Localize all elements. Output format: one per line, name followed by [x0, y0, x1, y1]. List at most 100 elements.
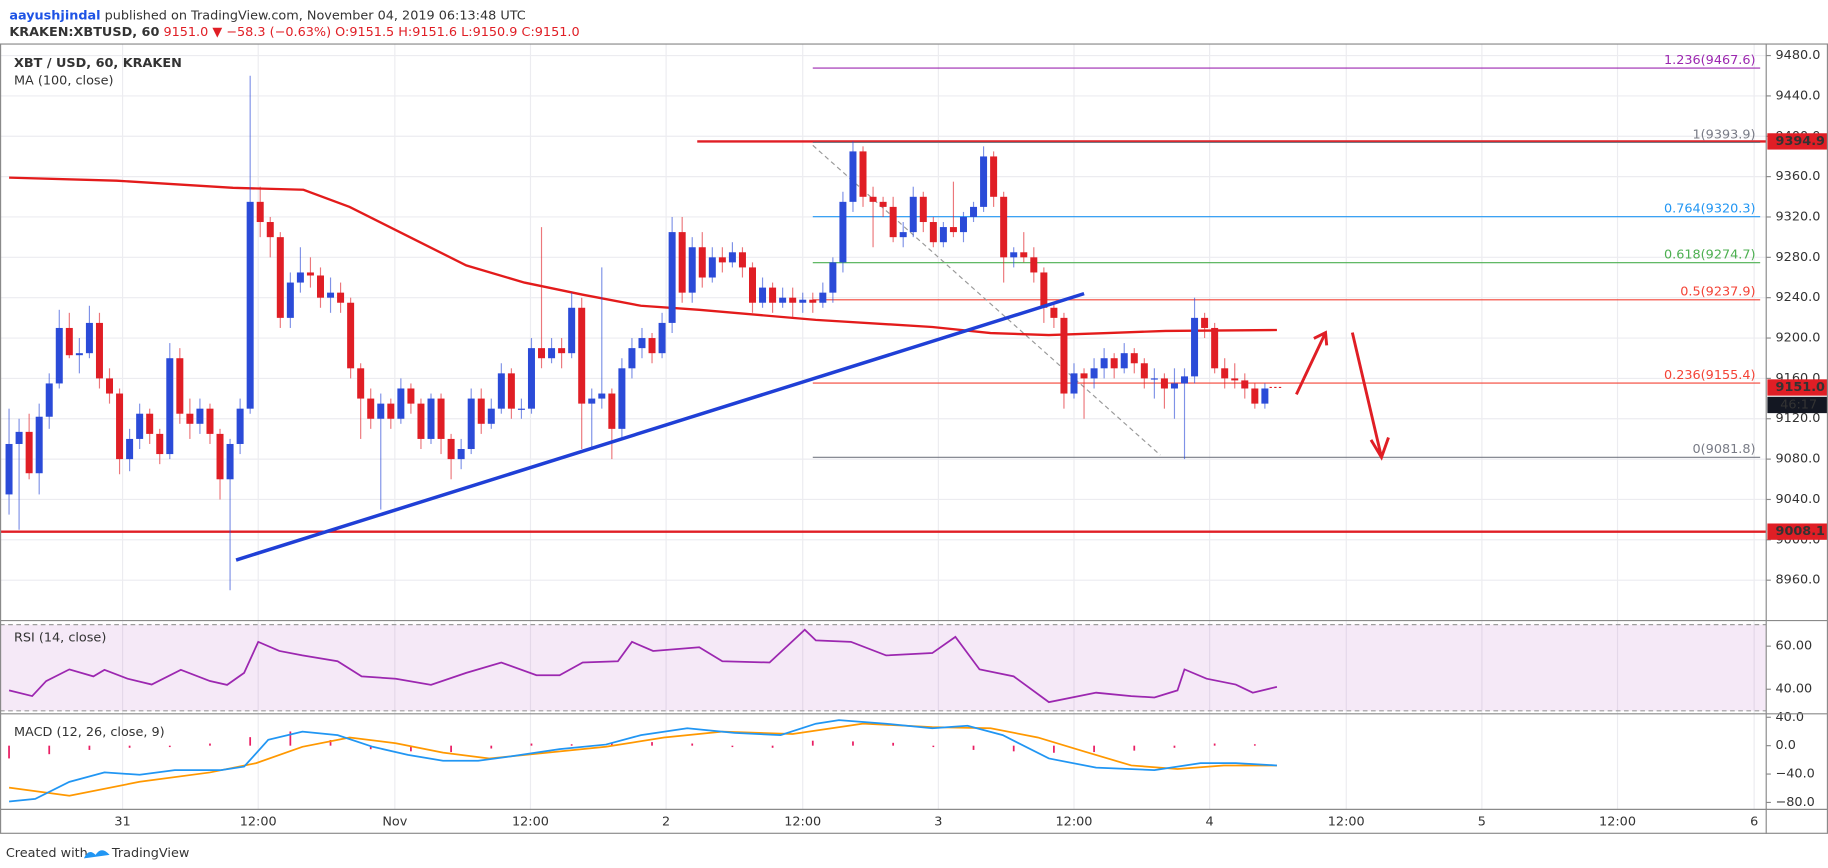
candle-body	[176, 358, 184, 414]
candle-body	[1000, 196, 1008, 258]
x-tick-label: 4	[1206, 815, 1214, 830]
candle-body	[1060, 317, 1068, 394]
candle-body	[819, 292, 827, 303]
candle-body	[829, 262, 837, 293]
candle-body	[578, 307, 586, 404]
candle-body	[166, 358, 174, 455]
candle-body	[889, 206, 897, 238]
candle-body	[65, 327, 73, 356]
fib-label: 1(9393.9)	[1693, 127, 1756, 142]
candle-body	[357, 368, 365, 399]
arrow: ▼	[212, 24, 222, 39]
author[interactable]: aayushjindal	[9, 8, 100, 23]
candle-body	[809, 299, 817, 303]
y-tick-label: 9240.0	[1776, 290, 1821, 305]
candle-body	[1231, 378, 1239, 381]
candle-body	[256, 201, 264, 223]
rsi-line	[8, 628, 1278, 704]
candle-body	[1070, 373, 1078, 394]
candle-body	[1251, 388, 1259, 404]
candle-body	[1181, 376, 1189, 384]
high: H:9151.6	[398, 24, 457, 39]
y-tick-label: 9320.0	[1776, 209, 1821, 224]
candle-body	[136, 413, 144, 439]
ma-line	[9, 176, 1277, 337]
fib-price: (9467.6)	[1701, 52, 1756, 67]
candle-body	[417, 403, 425, 439]
candle-body	[839, 201, 847, 263]
last-price-label: 9151.0	[1776, 380, 1826, 395]
candle-body	[226, 443, 234, 480]
candle-body	[990, 156, 998, 197]
x-tick-label: 12:00	[240, 815, 277, 830]
y-tick-label: 40.00	[1776, 682, 1813, 697]
fib-label: 0.236(9155.4)	[1664, 367, 1756, 382]
candle-body	[507, 373, 515, 409]
candle-body	[45, 383, 53, 417]
candle-body	[186, 413, 194, 424]
candle-body	[929, 222, 937, 243]
frame	[0, 43, 1828, 834]
y-tick-label: 9080.0	[1776, 452, 1821, 467]
low: L:9150.9	[461, 24, 517, 39]
candle-body	[728, 252, 736, 263]
candle-body	[899, 232, 907, 238]
fib-label: 0.618(9274.7)	[1664, 247, 1756, 262]
candle-body	[859, 151, 867, 197]
candle-body	[869, 196, 877, 202]
candle-body	[1140, 363, 1148, 379]
candle-body	[397, 388, 405, 419]
candle-body	[538, 348, 546, 359]
candle-body	[106, 378, 114, 394]
footer-brand[interactable]: TradingView	[111, 846, 189, 861]
fib-label: 0.764(9320.3)	[1664, 201, 1756, 216]
candle-body	[15, 431, 23, 444]
y-tick-label: 9360.0	[1776, 169, 1821, 184]
fib-label: 1.236(9467.6)	[1664, 52, 1756, 67]
fib-price: (9393.9)	[1701, 127, 1756, 142]
candle-body	[1090, 368, 1098, 379]
candle-body	[487, 408, 495, 424]
fib-level: 0.5	[1680, 284, 1700, 299]
last-price-box	[1767, 379, 1828, 396]
fib-level: 0.764	[1664, 201, 1701, 216]
candle-body	[367, 398, 375, 419]
fib-level: 0.618	[1664, 247, 1701, 262]
fib-price: (9320.3)	[1701, 201, 1756, 216]
candle-body	[1150, 378, 1158, 380]
candle-body	[246, 201, 254, 409]
change: −58.3 (−0.63%)	[226, 24, 331, 39]
y-tick-label: 9040.0	[1776, 492, 1821, 507]
y-tick-label: 0.0	[1776, 738, 1796, 753]
candle-body	[749, 267, 756, 303]
candle-body	[427, 398, 435, 439]
arrow-up	[1295, 330, 1329, 395]
y-tick-label: −40.0	[1776, 767, 1815, 782]
footer-created: Created with	[6, 846, 88, 861]
candle-body	[447, 438, 455, 460]
candle-body	[266, 222, 274, 238]
x-tick-label: 12:00	[784, 815, 821, 830]
y-tick-label: 60.00	[1776, 639, 1813, 654]
candle-body	[5, 443, 13, 495]
candle-body	[769, 287, 777, 303]
candle-body	[146, 413, 154, 434]
y-tick-label: 8960.0	[1776, 573, 1821, 588]
candle-body	[1201, 317, 1209, 328]
x-tick-label: 2	[662, 815, 670, 830]
candle-body	[608, 393, 616, 429]
x-tick-label: 12:00	[512, 815, 549, 830]
fib-price: (9155.4)	[1701, 367, 1756, 382]
close: C:9151.0	[522, 24, 580, 39]
candle-body	[718, 257, 726, 263]
x-tick-label: 31	[114, 815, 130, 830]
y-tick-label: −80.0	[1776, 795, 1815, 810]
candle-body	[477, 398, 485, 424]
candle-body	[879, 201, 887, 207]
candle-body	[1221, 368, 1229, 379]
candle-body	[1130, 353, 1138, 364]
candle-body	[1100, 358, 1108, 369]
candle-body	[206, 408, 214, 434]
candle-body	[216, 433, 224, 480]
candle-body	[347, 302, 355, 369]
